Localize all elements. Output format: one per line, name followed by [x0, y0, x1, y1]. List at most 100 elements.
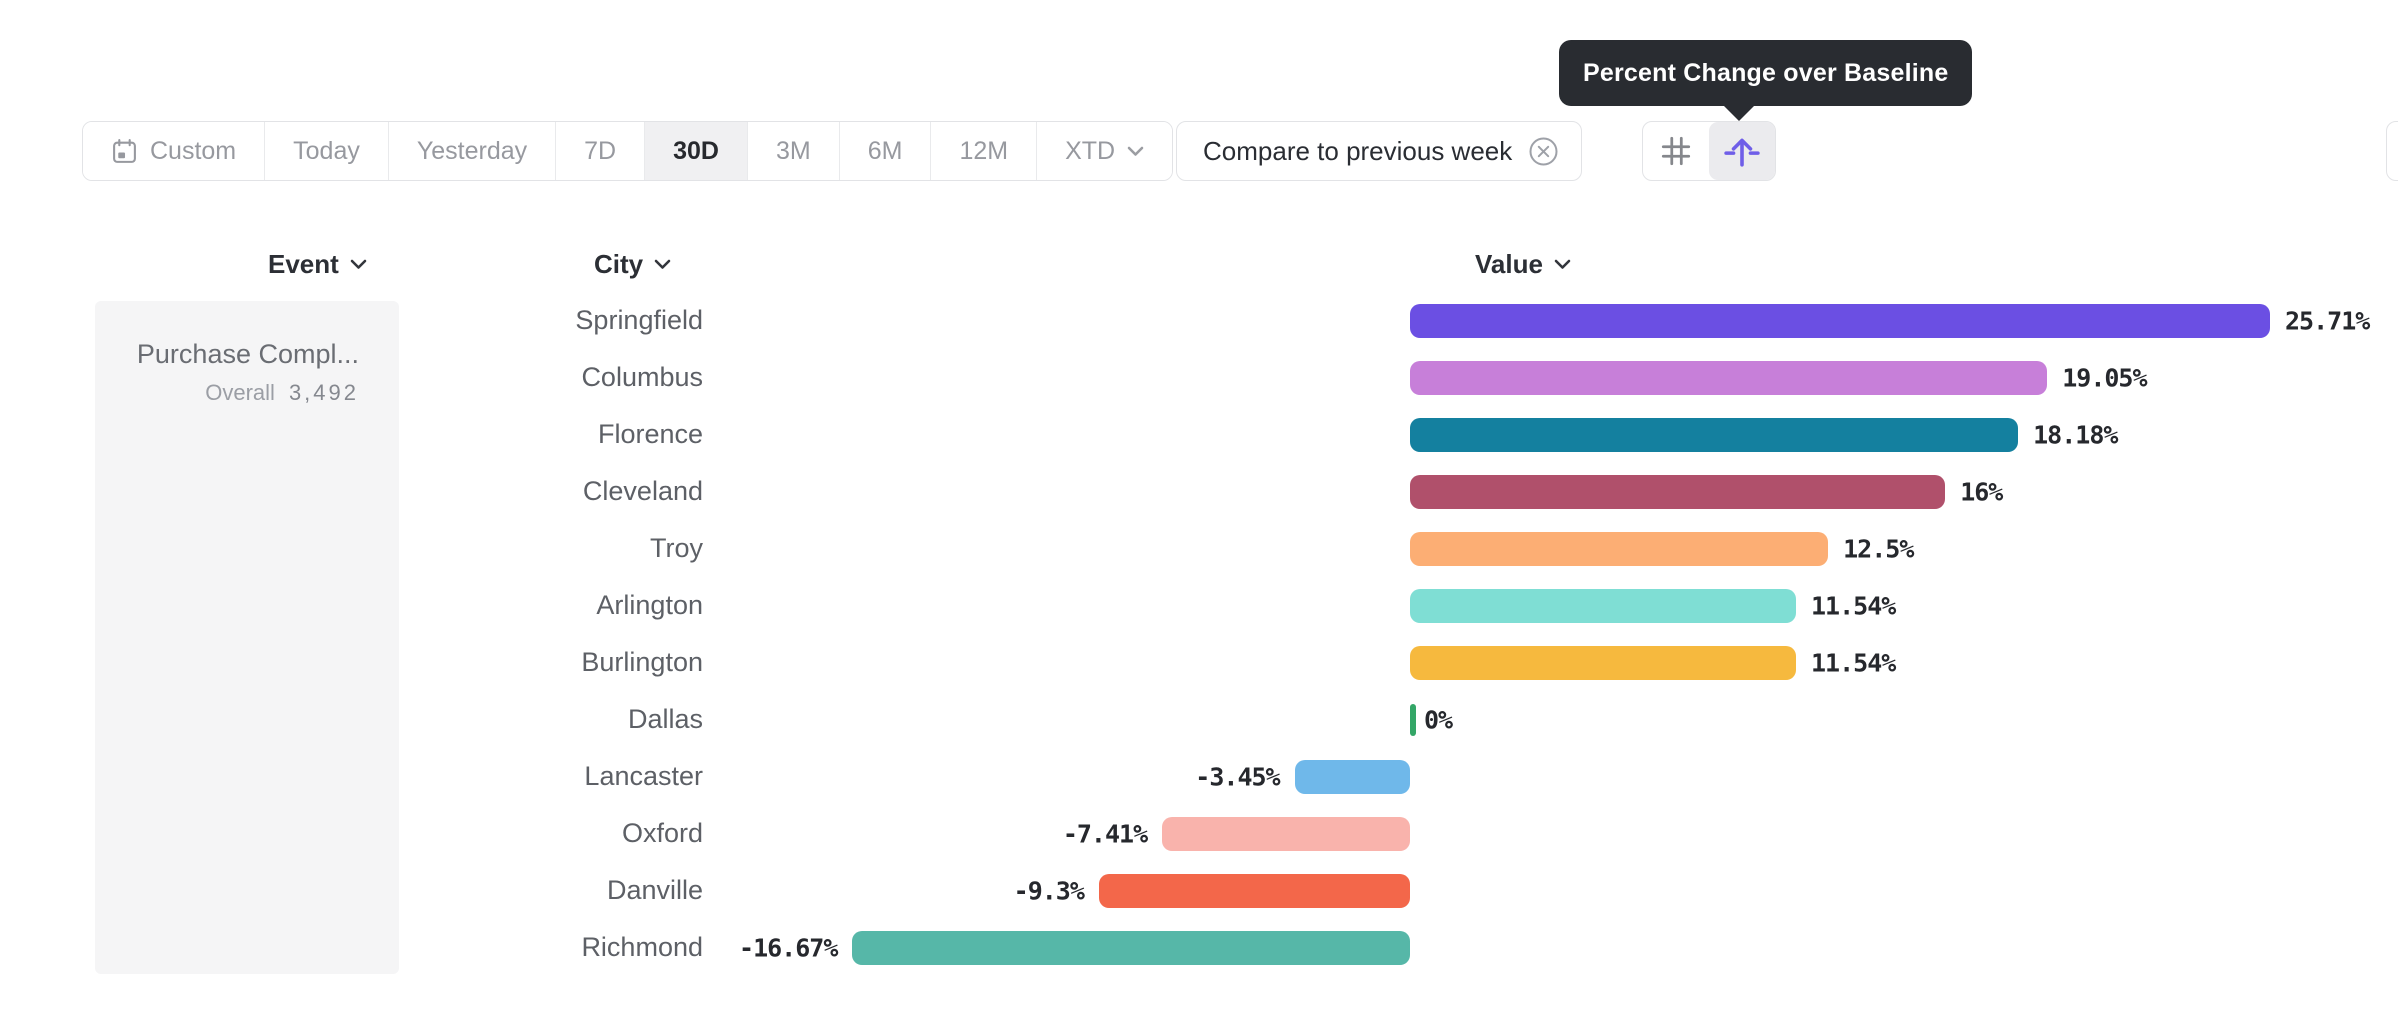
compare-button-label: Compare to previous week — [1203, 135, 1513, 166]
bar[interactable] — [1410, 531, 1829, 566]
bar[interactable] — [1410, 417, 2019, 452]
bar-value-label: 25.71% — [2285, 306, 2370, 335]
date-range-yesterday[interactable]: Yesterday — [387, 122, 556, 180]
bar-value-label: -9.3% — [1013, 876, 1085, 905]
date-range-label: 6M — [867, 136, 903, 165]
bar-value-label: -3.45% — [1195, 762, 1280, 791]
bar-value-label: 12.5% — [1843, 534, 1914, 563]
column-header-value[interactable]: Value — [1475, 247, 1571, 281]
bar[interactable] — [1162, 816, 1410, 851]
bar-value-label: 16% — [1960, 477, 2003, 506]
bar-zone: 12.5% — [703, 520, 2398, 577]
city-label: Florence — [597, 419, 703, 449]
compare-button[interactable]: Compare to previous week — [1176, 121, 1583, 181]
chart-row: Cleveland 16% — [0, 463, 2398, 520]
event-panel[interactable]: Purchase Compl... Overall 3,492 — [95, 301, 399, 974]
chart-row: Danville -9.3% — [0, 862, 2398, 919]
date-range-label: 3M — [775, 136, 811, 165]
column-header-city[interactable]: City — [594, 247, 671, 281]
bar-zone: -3.45% — [703, 748, 2398, 805]
bar-zone: 11.54% — [703, 634, 2398, 691]
bar[interactable] — [1410, 474, 1946, 509]
chevron-down-icon — [654, 259, 671, 270]
chart-row: Arlington 11.54% — [0, 577, 2398, 634]
date-range-today[interactable]: Today — [264, 122, 388, 180]
date-range-xtd[interactable]: XTD — [1036, 122, 1173, 180]
city-label: Arlington — [596, 590, 703, 620]
chart-row: Dallas 0% — [0, 691, 2398, 748]
chart-row: Lancaster -3.45% — [0, 748, 2398, 805]
bar-value-label: 18.18% — [2033, 420, 2118, 449]
bar-value-label: 11.54% — [1811, 591, 1896, 620]
chart-row: Florence 18.18% — [0, 406, 2398, 463]
bar[interactable] — [1410, 645, 1796, 680]
chart-row: Oxford -7.41% — [0, 805, 2398, 862]
bar[interactable] — [1294, 759, 1410, 794]
bar[interactable] — [1410, 303, 2270, 338]
date-range-label: Yesterday — [416, 136, 528, 165]
bar-chart: Springfield 25.71% Columbus 19.05% Florence 1… — [0, 292, 2398, 976]
calendar-icon — [111, 138, 138, 165]
tooltip-text: Percent Change over Baseline — [1583, 58, 1949, 87]
bar[interactable] — [1410, 588, 1796, 623]
city-label: Lancaster — [584, 761, 703, 791]
column-header-value-label: Value — [1475, 248, 1543, 279]
date-range-custom[interactable]: Custom — [83, 122, 265, 180]
bar-zone: 11.54% — [703, 577, 2398, 634]
chart-view-toggle-group — [1642, 121, 1776, 181]
bar-zone: 0% — [703, 691, 2398, 748]
tooltip: Percent Change over Baseline — [1559, 40, 1973, 106]
date-range-6m[interactable]: 6M — [838, 122, 931, 180]
bar[interactable] — [1098, 873, 1410, 908]
bar[interactable] — [852, 930, 1410, 965]
date-range-12m[interactable]: 12M — [930, 122, 1037, 180]
bar[interactable] — [1410, 360, 2048, 395]
city-label: Oxford — [621, 818, 703, 848]
date-range-30d[interactable]: 30D — [644, 122, 747, 180]
bar-zone: 18.18% — [703, 406, 2398, 463]
grid-view-button[interactable] — [1643, 122, 1709, 180]
arrow-over-baseline-icon — [1724, 133, 1760, 169]
bar-zone: 16% — [703, 463, 2398, 520]
tooltip-caret — [1722, 104, 1756, 121]
date-range-7d[interactable]: 7D — [555, 122, 645, 180]
bar-value-label: 11.54% — [1811, 648, 1896, 677]
event-name: Purchase Compl... — [136, 339, 359, 369]
date-range-3m[interactable]: 3M — [746, 122, 839, 180]
zero-tick[interactable] — [1410, 703, 1416, 736]
percent-change-over-baseline-button[interactable] — [1709, 122, 1775, 180]
city-label: Burlington — [581, 647, 703, 677]
chart-row: Richmond -16.67% — [0, 919, 2398, 976]
event-overall-row: Overall 3,492 — [105, 380, 359, 406]
bar-value-label: 19.05% — [2062, 363, 2147, 392]
clipped-edge-button[interactable] — [2386, 121, 2398, 181]
city-label: Columbus — [581, 362, 703, 392]
city-label: Troy — [650, 533, 703, 563]
date-range-label: Today — [293, 136, 360, 165]
bar-value-label: -7.41% — [1062, 819, 1148, 848]
chart-row: Springfield 25.71% — [0, 292, 2398, 349]
chevron-down-icon — [350, 259, 367, 270]
bar-zone: -7.41% — [703, 805, 2398, 862]
bar-zone: -9.3% — [703, 862, 2398, 919]
date-range-label: Custom — [150, 136, 237, 165]
bar-value-label: -16.67% — [739, 933, 838, 962]
chart-row: Burlington 11.54% — [0, 634, 2398, 691]
column-header-event[interactable]: Event — [268, 247, 367, 281]
date-range-label: XTD — [1065, 136, 1116, 165]
chart-row: Troy 12.5% — [0, 520, 2398, 577]
city-label: Richmond — [581, 932, 703, 962]
date-range-label: 12M — [959, 136, 1009, 165]
overall-label: Overall — [205, 380, 275, 405]
city-label: Cleveland — [582, 476, 703, 506]
date-range-label: 30D — [673, 136, 719, 165]
bar-zone: -16.67% — [703, 919, 2398, 976]
bar-value-label: 0% — [1424, 705, 1453, 734]
column-header-event-label: Event — [268, 248, 339, 279]
chevron-down-icon — [1554, 259, 1571, 270]
remove-comparison-icon[interactable] — [1528, 136, 1559, 167]
chart-row: Columbus 19.05% — [0, 349, 2398, 406]
city-label: Springfield — [575, 305, 703, 335]
overall-value: 3,492 — [288, 380, 359, 405]
